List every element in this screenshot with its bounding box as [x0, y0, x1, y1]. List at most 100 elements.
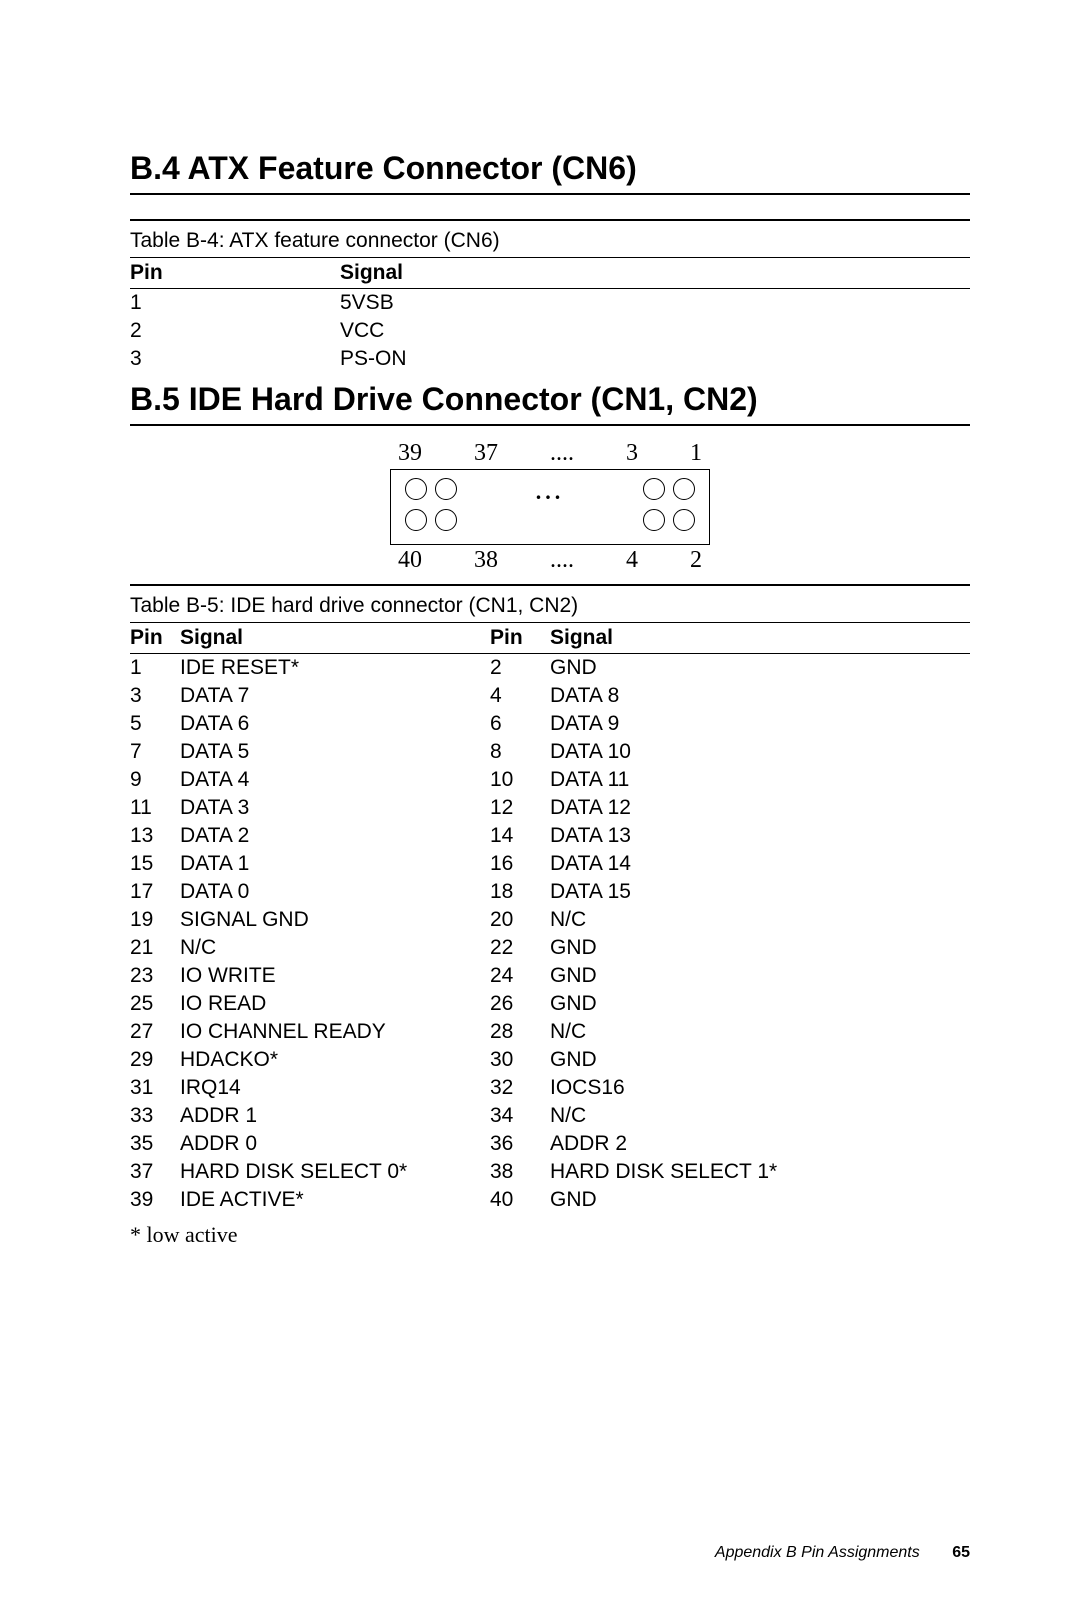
cell-signal: GND: [550, 654, 970, 683]
pin-circle-icon: [435, 478, 457, 500]
cell-signal: GND: [550, 934, 970, 962]
cell-pin: 14: [490, 822, 550, 850]
cell-pin: 25: [130, 990, 180, 1018]
table-b5-wrapper: Table B-5: IDE hard drive connector (CN1…: [130, 584, 970, 1248]
table-row: 37HARD DISK SELECT 0*38HARD DISK SELECT …: [130, 1158, 970, 1186]
table-row: 13DATA 214DATA 13: [130, 822, 970, 850]
table-b5-top-rule: [130, 584, 970, 586]
diagram-label: 3: [626, 440, 638, 467]
cell-pin: 6: [490, 710, 550, 738]
section-b5-heading: B.5 IDE Hard Drive Connector (CN1, CN2): [130, 381, 970, 418]
cell-pin: 7: [130, 738, 180, 766]
table-row: 31IRQ1432IOCS16: [130, 1074, 970, 1102]
diagram-ellipsis: ...: [530, 481, 571, 503]
diagram-label: 37: [474, 440, 498, 467]
table-b4-header-pin: Pin: [130, 258, 340, 289]
cell-signal: ADDR 0: [180, 1130, 490, 1158]
footer-page-number: 65: [952, 1544, 970, 1561]
diagram-box: ... ...: [390, 469, 710, 545]
cell-pin: 9: [130, 766, 180, 794]
cell-pin: 40: [490, 1186, 550, 1214]
cell-signal: DATA 3: [180, 794, 490, 822]
cell-pin: 3: [130, 682, 180, 710]
cell-pin: 1: [130, 654, 180, 683]
document-page: B.4 ATX Feature Connector (CN6) Table B-…: [0, 0, 1080, 1622]
table-row: 21N/C22GND: [130, 934, 970, 962]
cell-signal: DATA 12: [550, 794, 970, 822]
pin-circle-icon: [643, 509, 665, 531]
cell-signal: GND: [550, 990, 970, 1018]
table-b5-header-pin-a: Pin: [130, 623, 180, 654]
cell-signal: N/C: [550, 906, 970, 934]
cell-pin: 33: [130, 1102, 180, 1130]
cell-signal: IO CHANNEL READY: [180, 1018, 490, 1046]
table-row: 25IO READ26GND: [130, 990, 970, 1018]
table-b5-header-signal-b: Signal: [550, 623, 970, 654]
table-row: 23IO WRITE24GND: [130, 962, 970, 990]
pin-circle-icon: [643, 478, 665, 500]
diagram-label: 1: [690, 440, 702, 467]
diagram-label: ....: [550, 547, 574, 574]
table-row: 3DATA 74DATA 8: [130, 682, 970, 710]
cell-pin: 16: [490, 850, 550, 878]
cell-pin: 3: [130, 345, 340, 373]
cell-signal: DATA 14: [550, 850, 970, 878]
cell-signal: 5VSB: [340, 289, 970, 318]
section-b4-heading: B.4 ATX Feature Connector (CN6): [130, 150, 970, 187]
table-row: 2VCC: [130, 317, 970, 345]
cell-signal: N/C: [550, 1018, 970, 1046]
cell-signal: DATA 13: [550, 822, 970, 850]
cell-pin: 11: [130, 794, 180, 822]
pin-circle-icon: [435, 509, 457, 531]
page-footer: Appendix B Pin Assignments 65: [715, 1544, 970, 1562]
cell-signal: GND: [550, 962, 970, 990]
cell-pin: 12: [490, 794, 550, 822]
cell-signal: DATA 9: [550, 710, 970, 738]
cell-pin: 18: [490, 878, 550, 906]
table-row: 9DATA 410DATA 11: [130, 766, 970, 794]
cell-signal: N/C: [550, 1102, 970, 1130]
table-row: 35ADDR 036ADDR 2: [130, 1130, 970, 1158]
cell-signal: DATA 11: [550, 766, 970, 794]
diagram-row-top: ...: [401, 476, 699, 507]
cell-pin: 10: [490, 766, 550, 794]
cell-pin: 22: [490, 934, 550, 962]
diagram-bottom-labels: 40 38 .... 4 2: [390, 547, 710, 574]
cell-signal: DATA 6: [180, 710, 490, 738]
diagram-row-bottom: ...: [401, 507, 699, 538]
cell-pin: 19: [130, 906, 180, 934]
cell-signal: PS-ON: [340, 345, 970, 373]
cell-signal: DATA 1: [180, 850, 490, 878]
table-b5-header-signal-a: Signal: [180, 623, 490, 654]
cell-pin: 13: [130, 822, 180, 850]
cell-signal: SIGNAL GND: [180, 906, 490, 934]
cell-pin: 26: [490, 990, 550, 1018]
cell-pin: 20: [490, 906, 550, 934]
cell-signal: IO READ: [180, 990, 490, 1018]
table-row: 19SIGNAL GND20N/C: [130, 906, 970, 934]
table-b4-header-signal: Signal: [340, 258, 970, 289]
cell-pin: 4: [490, 682, 550, 710]
cell-pin: 31: [130, 1074, 180, 1102]
cell-pin: 29: [130, 1046, 180, 1074]
cell-signal: DATA 8: [550, 682, 970, 710]
diagram-label: 38: [474, 547, 498, 574]
cell-signal: DATA 15: [550, 878, 970, 906]
cell-signal: DATA 2: [180, 822, 490, 850]
cell-signal: DATA 5: [180, 738, 490, 766]
cell-pin: 28: [490, 1018, 550, 1046]
cell-signal: DATA 7: [180, 682, 490, 710]
table-row: 7DATA 58DATA 10: [130, 738, 970, 766]
table-row: 27IO CHANNEL READY28N/C: [130, 1018, 970, 1046]
ide-connector-diagram: 39 37 .... 3 1 ... ... 40 38 .... 4 2: [390, 440, 710, 574]
cell-pin: 36: [490, 1130, 550, 1158]
diagram-top-labels: 39 37 .... 3 1: [390, 440, 710, 467]
cell-signal: DATA 0: [180, 878, 490, 906]
cell-signal: ADDR 1: [180, 1102, 490, 1130]
section-b4-rule: [130, 193, 970, 195]
cell-signal: IDE ACTIVE*: [180, 1186, 490, 1214]
table-b5: Pin Signal Pin Signal 1IDE RESET*2GND3DA…: [130, 622, 970, 1214]
cell-pin: 5: [130, 710, 180, 738]
cell-signal: VCC: [340, 317, 970, 345]
cell-signal: HARD DISK SELECT 1*: [550, 1158, 970, 1186]
